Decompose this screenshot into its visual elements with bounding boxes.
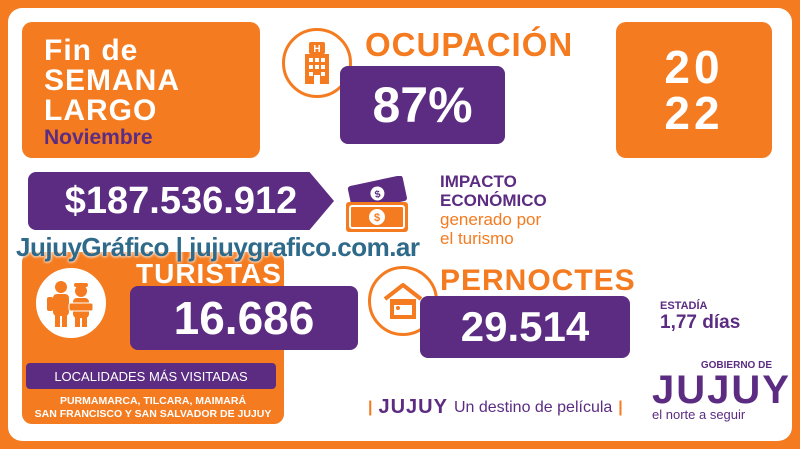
month-label: Noviembre bbox=[44, 126, 153, 149]
impacto-line-3: generado por bbox=[440, 210, 542, 229]
estadia-label: ESTADÍA bbox=[660, 300, 708, 312]
estadia-value: 1,77 días bbox=[660, 312, 741, 333]
gobierno-brand: JUJUY bbox=[652, 368, 791, 412]
ocupacion-value: 87% bbox=[340, 66, 505, 144]
jujuy-brand: JUJUY bbox=[378, 396, 448, 418]
title-line-2: SEMANA bbox=[44, 64, 181, 97]
gobierno-logo: GOBIERNO DE JUJUY el norte a seguir bbox=[652, 360, 791, 422]
turistas-label: TURISTAS bbox=[136, 258, 282, 289]
impacto-line-1: IMPACTO bbox=[440, 172, 517, 191]
gobierno-label: GOBIERNO DE bbox=[700, 360, 772, 371]
localidades-header: LOCALIDADES MÁS VISITADAS bbox=[26, 363, 276, 389]
tagline-text: Un destino de película bbox=[453, 398, 613, 416]
turistas-value: 16.686 bbox=[130, 286, 358, 350]
localidades-list: PURMAMARCA, TILCARA, MAIMARÁ SAN FRANCIS… bbox=[22, 395, 284, 421]
divider-right: | bbox=[618, 398, 623, 416]
money-icon: $ $ bbox=[340, 175, 420, 239]
title-line-3: LARGO bbox=[44, 94, 158, 127]
year-top: 20 bbox=[664, 41, 724, 93]
year-box: 20 22 bbox=[616, 22, 772, 158]
svg-text:H: H bbox=[313, 44, 320, 55]
title-box: Fin de SEMANA LARGO Noviembre bbox=[22, 22, 260, 158]
impacto-value: $187.536.912 bbox=[28, 172, 334, 230]
divider-left: | bbox=[368, 398, 373, 416]
svg-text:$: $ bbox=[374, 189, 382, 201]
watermark: JujuyGráfico | jujuygrafico.com.ar bbox=[16, 232, 420, 262]
title-line-1: Fin de bbox=[44, 34, 139, 67]
pernoctes-value: 29.514 bbox=[420, 296, 630, 358]
impacto-line-4: el turismo bbox=[440, 229, 514, 248]
svg-text:$: $ bbox=[374, 212, 380, 224]
pernoctes-label: PERNOCTES bbox=[440, 264, 636, 297]
estadia-block: ESTADÍA 1,77 días bbox=[660, 300, 740, 334]
impacto-line-2: ECONÓMICO bbox=[440, 191, 547, 210]
localidades-line-2: SAN FRANCISCO Y SAN SALVADOR DE JUJUY bbox=[34, 408, 272, 420]
tourists-icon bbox=[36, 268, 106, 338]
gobierno-slogan: el norte a seguir bbox=[652, 407, 746, 422]
localidades-line-1: PURMAMARCA, TILCARA, MAIMARÁ bbox=[59, 395, 247, 407]
year-bottom: 22 bbox=[664, 87, 724, 139]
impacto-label: IMPACTO ECONÓMICO generado por el turism… bbox=[440, 172, 547, 248]
tagline: | JUJUY Un destino de película | bbox=[368, 396, 623, 419]
ocupacion-label: OCUPACIÓN bbox=[365, 26, 574, 63]
hotel-icon: H bbox=[282, 28, 352, 98]
